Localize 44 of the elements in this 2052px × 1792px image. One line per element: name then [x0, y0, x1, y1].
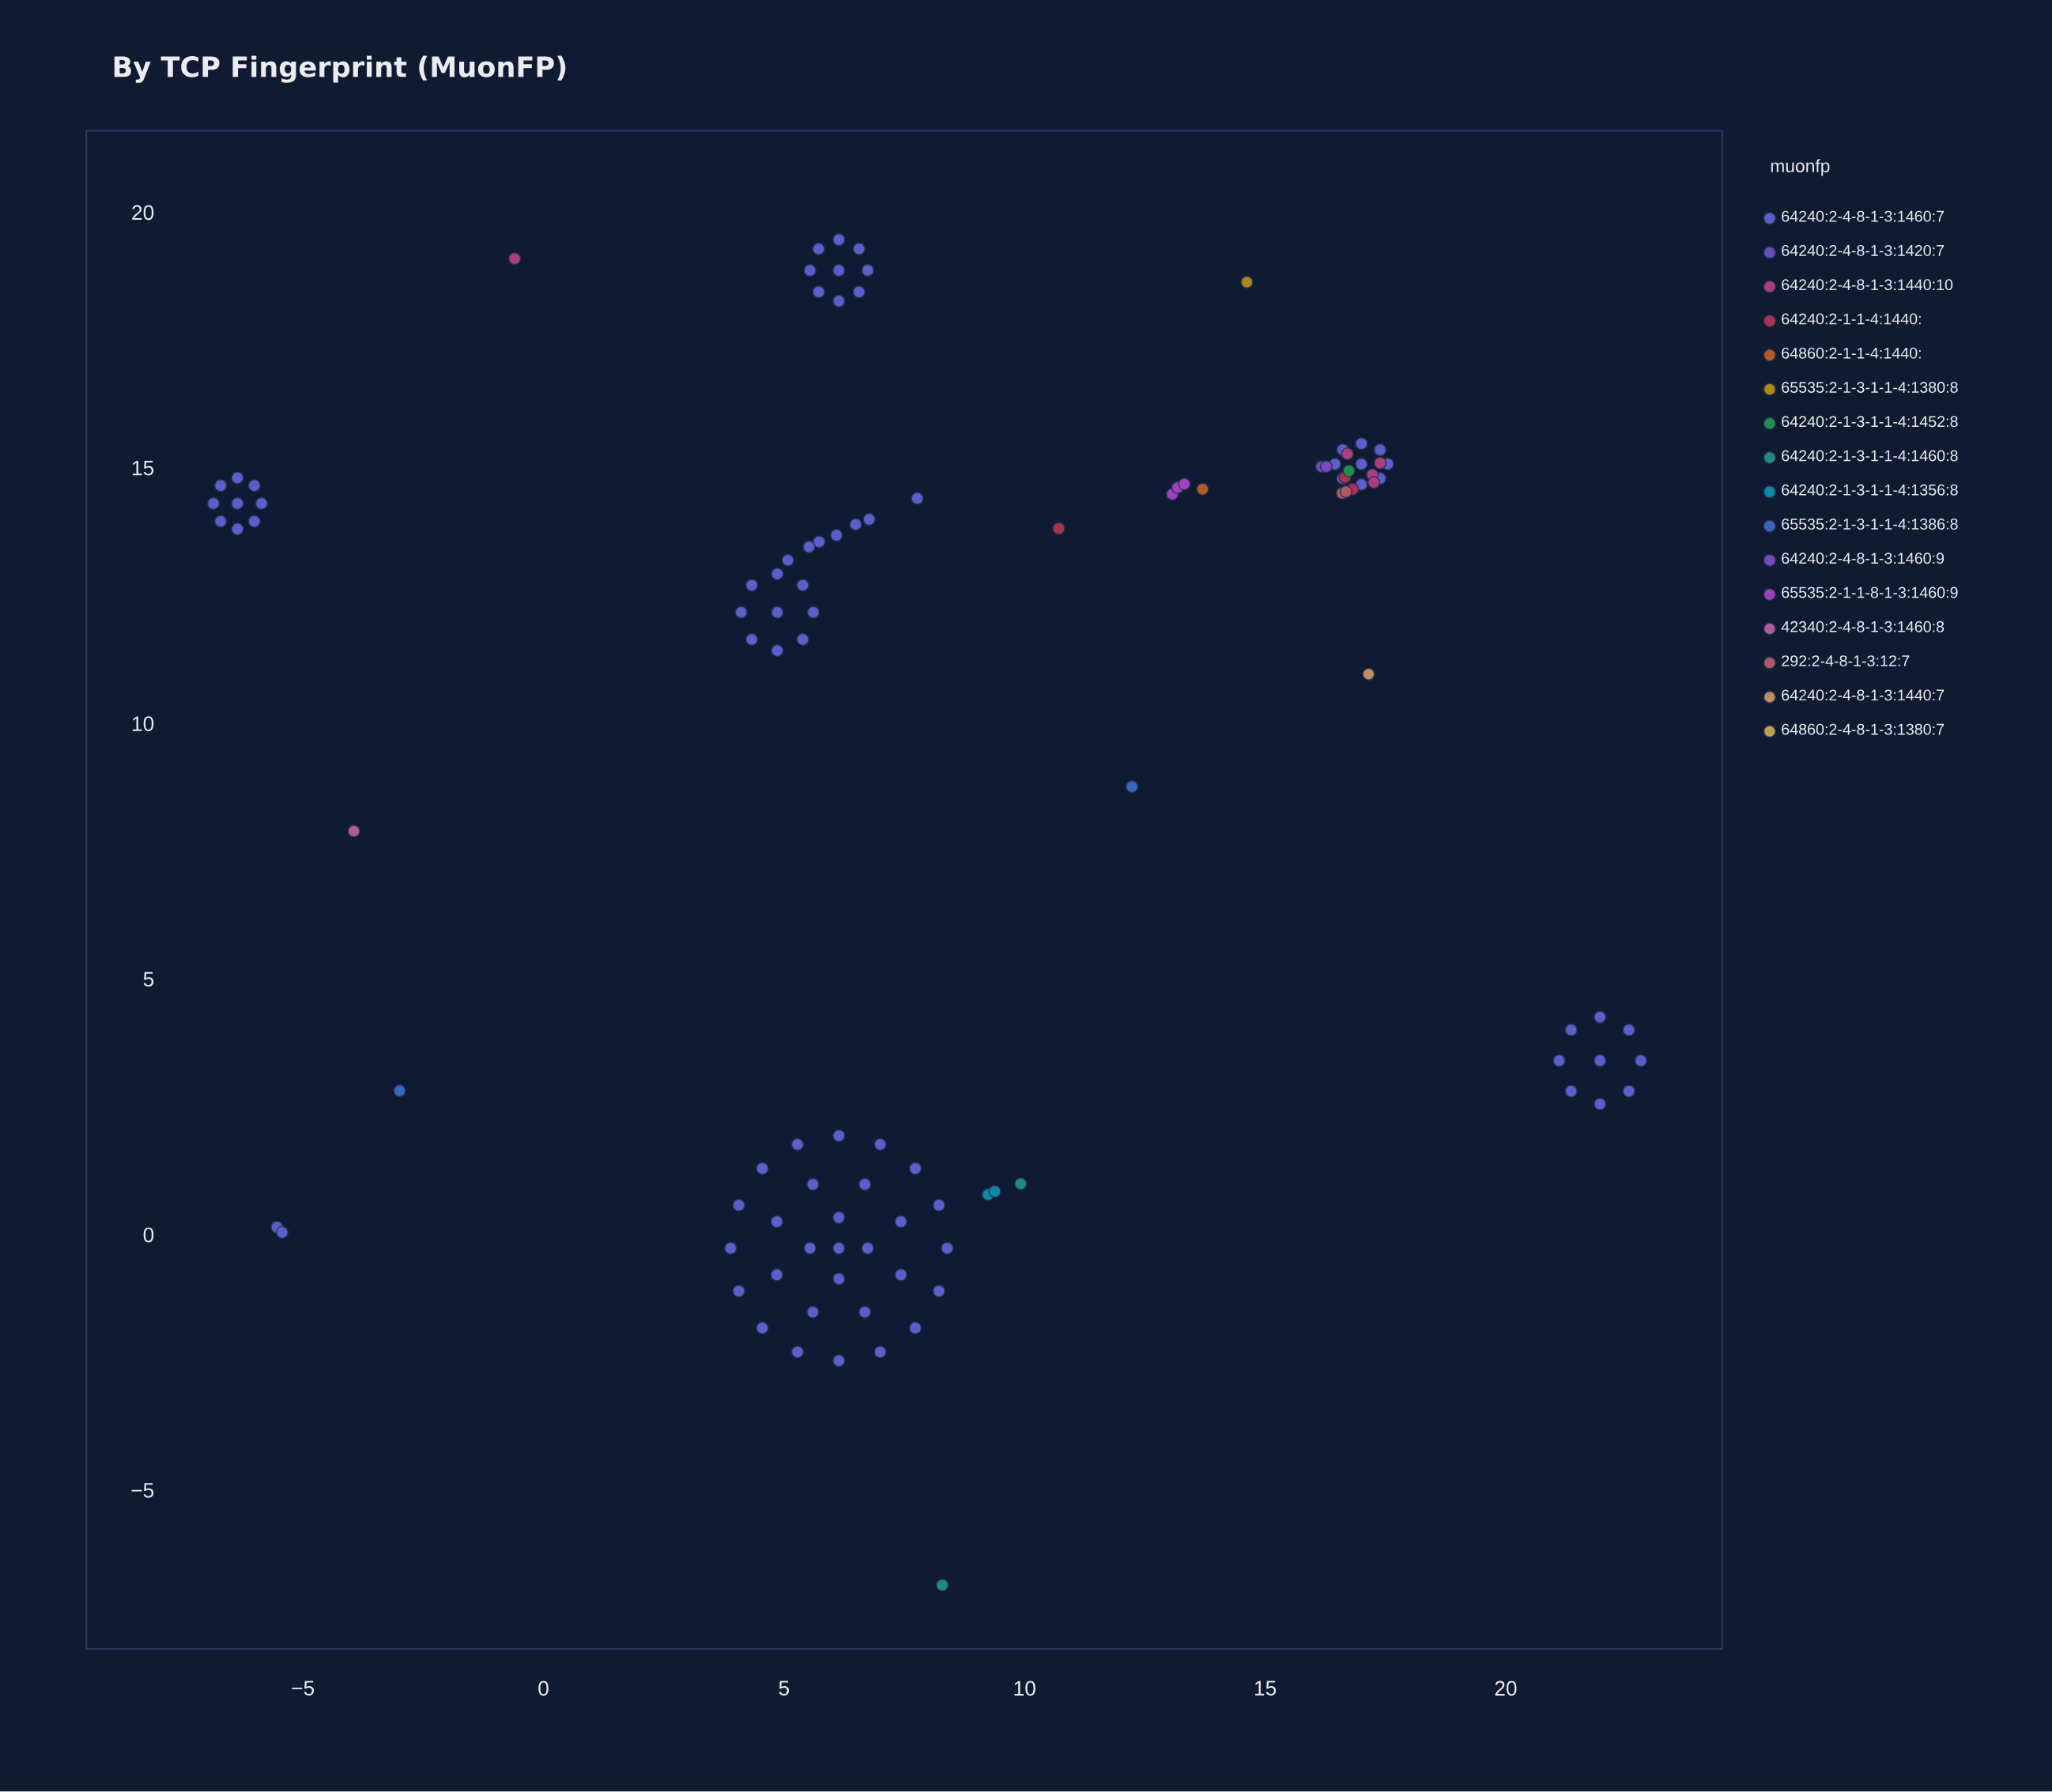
point [936, 1579, 949, 1592]
legend-label: 64240:2-4-8-1-3:1460:9 [1782, 553, 1944, 564]
point [507, 252, 522, 266]
point [393, 1085, 406, 1098]
x-tick-label: 0 [538, 1681, 549, 1696]
legend-label: 64860:2-1-1-4:1440: [1782, 347, 1921, 359]
point [1319, 460, 1333, 473]
legend-label: 64240:2-1-3-1-1-4:1356:8 [1782, 485, 1958, 496]
legend-label: 64860:2-4-8-1-3:1380:7 [1782, 723, 1944, 735]
point [1014, 1177, 1028, 1190]
legend-label: 64240:2-1-3-1-1-4:1452:8 [1782, 416, 1958, 428]
y-tick-label: 0 [143, 1228, 154, 1243]
legend-label: 64240:2-4-8-1-3:1440:10 [1782, 279, 1953, 291]
point [1339, 485, 1352, 499]
point [988, 1185, 1001, 1198]
legend-label: 42340:2-4-8-1-3:1460:8 [1781, 621, 1944, 632]
point [1240, 276, 1254, 289]
point [1196, 482, 1209, 496]
legend-title: muonfp [1771, 159, 1830, 176]
legend-label: 292:2-4-8-1-3:12:7 [1782, 655, 1910, 667]
point [1052, 522, 1066, 535]
y-tick-label: 20 [132, 205, 154, 221]
point [347, 824, 360, 838]
legend-label: 64240:2-1-3-1-1-4:1460:8 [1782, 450, 1958, 462]
x-tick-label: 10 [1014, 1681, 1035, 1696]
chart-title: By TCP Fingerprint (MuonFP) [114, 55, 566, 84]
y-tick-label: −5 [131, 1483, 154, 1499]
point [1178, 477, 1191, 491]
y-tick-label: 15 [132, 461, 154, 476]
legend-label: 65535:2-1-3-1-1-4:1380:8 [1782, 382, 1958, 394]
legend-label: 64240:2-4-8-1-3:1420:7 [1782, 245, 1944, 257]
x-tick-label: −5 [292, 1681, 315, 1696]
point [1125, 780, 1139, 794]
legend-label: 65535:2-1-3-1-1-4:1386:8 [1782, 519, 1958, 530]
legend-label: 65535:2-1-1-8-1-3:1460:9 [1782, 587, 1958, 598]
legend-label: 64240:2-1-1-4:1440: [1782, 313, 1921, 325]
legend-label: 64240:2-4-8-1-3:1440:7 [1782, 689, 1944, 701]
y-tick-label: 5 [143, 971, 154, 987]
point [1342, 464, 1356, 477]
x-tick-label: 5 [779, 1681, 790, 1696]
legend-label: 64240:2-4-8-1-3:1460:7 [1782, 210, 1944, 222]
x-tick-label: 15 [1254, 1681, 1277, 1696]
x-tick-label: 20 [1495, 1681, 1517, 1696]
y-tick-label: 10 [132, 716, 154, 732]
